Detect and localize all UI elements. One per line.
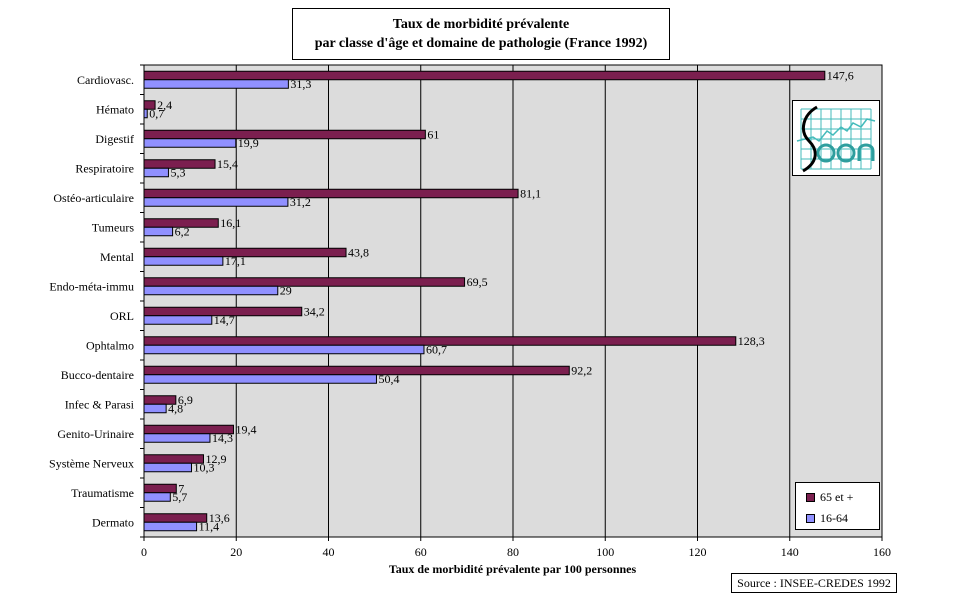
category-label: Cardiovasc. [77, 73, 134, 87]
value-label: 10,3 [194, 460, 215, 474]
category-label: Dermato [92, 515, 134, 529]
bar-16-64 [143, 197, 289, 207]
legend-swatch-65-plus [806, 492, 815, 502]
value-label: 14,3 [212, 431, 233, 445]
bar-16-64 [143, 226, 174, 237]
value-label: 147,6 [827, 68, 854, 82]
value-label: 19,4 [235, 422, 256, 436]
x-tick-label: 160 [873, 545, 891, 559]
bar-65-plus [143, 129, 426, 140]
category-label: Ophtalmo [86, 338, 134, 352]
category-label: Respiratoire [75, 161, 134, 175]
value-label: 15,4 [217, 157, 238, 171]
bar-16-64 [143, 138, 237, 148]
value-labels-group: 147,6 31,3 2,40,7 61 19,915,4 5,3 81,1 31,2 16,1… [149, 68, 854, 533]
x-tick-labels-group: 0 20 40 60 80 100 120 140 160 [141, 545, 891, 559]
source-note: Source : INSEE-CREDES 1992 [731, 573, 897, 593]
chart-title-line1: Taux de morbidité prévalente [392, 17, 570, 32]
value-label: 5,7 [172, 490, 187, 504]
value-label: 13,6 [209, 511, 230, 525]
bar-16-64 [143, 167, 169, 178]
legend: 65 et + 16-64 [795, 482, 880, 530]
value-label: 19,9 [238, 136, 259, 150]
bar-16-64 [143, 374, 377, 384]
category-label: Infec & Parasi [65, 397, 135, 411]
value-label: 43,8 [348, 245, 369, 259]
value-label: 2,4 [157, 98, 172, 112]
value-label: 6,9 [178, 393, 193, 407]
bar-16-64 [143, 403, 167, 414]
category-label: ORL [110, 309, 134, 323]
bar-16-64 [143, 79, 289, 89]
bar-16-64 [143, 344, 425, 355]
bar-16-64 [143, 521, 198, 532]
chart-title-line2: par classe d'âge et domaine de pathologi… [314, 36, 648, 51]
value-label: 7 [178, 481, 184, 495]
value-label: 50,4 [378, 372, 399, 386]
value-label: 12,9 [206, 452, 227, 466]
category-label: Ostéo-articulaire [53, 191, 134, 205]
category-label: Système Nerveux [49, 456, 134, 470]
value-label: 14,7 [214, 313, 235, 327]
value-label: 6,2 [175, 224, 190, 238]
bar-16-64 [143, 256, 224, 266]
bar-16-64 [143, 462, 193, 473]
category-labels-group: Cardiovasc. Hémato Digestif Respiratoire Ost… [49, 73, 135, 530]
bar-65-plus [143, 70, 826, 81]
value-label: 16,1 [220, 216, 241, 230]
x-tick-label: 100 [596, 545, 614, 559]
value-label: 61 [427, 127, 439, 141]
value-label: 69,5 [467, 275, 488, 289]
value-label: 11,4 [199, 519, 220, 533]
axes [140, 64, 883, 541]
value-label: 29 [280, 283, 292, 297]
value-label: 4,8 [168, 401, 183, 415]
category-label: Mental [100, 250, 135, 264]
value-label: 31,2 [290, 195, 311, 209]
bar-16-64 [143, 285, 279, 296]
category-label: Bucco-dentaire [61, 368, 134, 382]
legend-label-16-64: 16-64 [820, 511, 848, 525]
x-tick-label: 0 [141, 545, 147, 559]
value-label: 92,2 [571, 363, 592, 377]
value-label: 81,1 [520, 186, 541, 200]
value-label: 34,2 [304, 304, 325, 318]
value-label: 128,3 [738, 334, 765, 348]
legend-label-65-plus: 65 et + [820, 490, 854, 504]
bar-65-plus [143, 188, 519, 199]
bar-16-64 [143, 492, 171, 502]
category-label: Genito-Urinaire [57, 427, 134, 441]
value-label: 60,7 [426, 342, 447, 356]
category-label: Hémato [96, 102, 134, 116]
legend-item-65-plus: 65 et + [806, 489, 853, 505]
bar-16-64 [143, 315, 213, 325]
category-label: Traumatisme [71, 486, 134, 500]
x-tick-label: 120 [689, 545, 707, 559]
value-label: 17,1 [225, 254, 246, 268]
x-axis-label: Taux de morbidité prévalente par 100 per… [388, 562, 637, 576]
x-tick-label: 40 [323, 545, 335, 559]
credes-logo-icon [792, 100, 880, 176]
x-tick-label: 140 [781, 545, 799, 559]
category-label: Digestif [95, 132, 134, 146]
value-label: 5,3 [170, 165, 185, 179]
bar-65-plus [143, 513, 208, 523]
category-label: Endo-méta-immu [49, 279, 134, 293]
legend-item-16-64: 16-64 [806, 510, 848, 526]
category-label: Tumeurs [92, 220, 135, 234]
x-tick-label: 80 [507, 545, 519, 559]
x-tick-label: 60 [415, 545, 427, 559]
value-label: 31,3 [290, 77, 311, 91]
bar-65-plus [143, 365, 570, 376]
bar-16-64 [143, 433, 211, 443]
legend-swatch-16-64 [806, 513, 815, 523]
bars-group [143, 70, 826, 532]
x-tick-label: 20 [230, 545, 242, 559]
chart-title: Taux de morbidité prévalente par classe … [292, 8, 670, 60]
value-label: 0,7 [149, 106, 164, 120]
bar-65-plus [143, 277, 466, 287]
